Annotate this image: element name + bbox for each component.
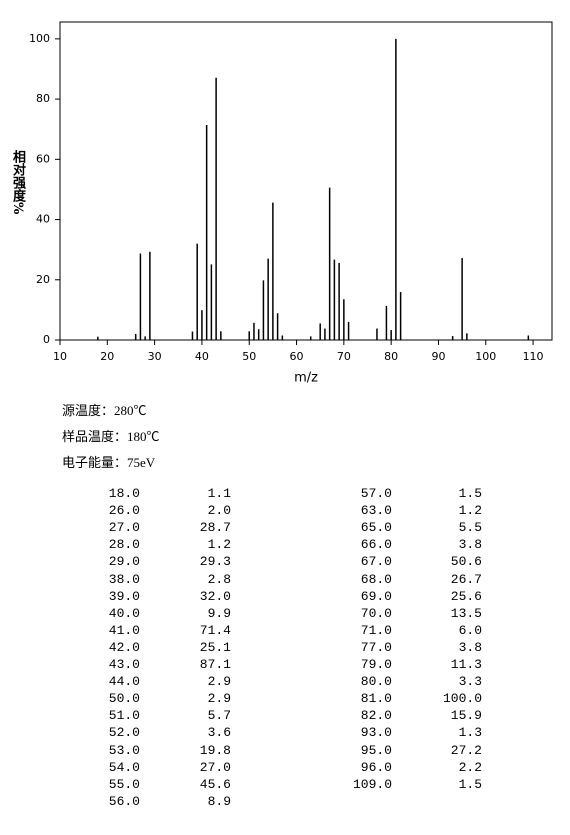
intensity-cell: 1.1 (207, 486, 231, 501)
y-tick-label: 40 (36, 213, 50, 226)
mz-cell: 51.0 (108, 708, 140, 724)
intensity-cell: 50.6 (450, 554, 482, 570)
intensity-cell: 2.2 (458, 759, 482, 775)
intensity-cell: 27.0 (199, 759, 231, 775)
mz-cell: 38.0 (108, 571, 140, 587)
mz-cell: 109.0 (352, 776, 392, 792)
intensity-cell: 2.0 (207, 503, 231, 519)
x-tick-label: 110 (523, 350, 544, 363)
y-tick-label: 0 (43, 333, 50, 346)
mz-cell: 39.0 (108, 588, 140, 604)
x-tick-label: 100 (475, 350, 496, 363)
y-tick-label: 60 (36, 152, 50, 165)
mz-cell: 52.0 (108, 725, 140, 741)
intensity-cell: 15.9 (450, 708, 482, 724)
intensity-cell: 32.0 (199, 588, 231, 604)
intensity-cell: 5.5 (458, 520, 482, 536)
intensity-cell: 87.1 (199, 657, 231, 672)
intensity-cell: 3.3 (458, 674, 482, 690)
mz-cell: 82.0 (360, 708, 392, 724)
intensity-cell: 11.3 (450, 657, 482, 672)
intensity-cell: 2.8 (207, 571, 231, 587)
mz-cell: 70.0 (360, 605, 392, 621)
mz-cell: 44.0 (108, 674, 140, 690)
x-tick-label: 70 (337, 350, 351, 363)
mz-cell: 96.0 (360, 759, 392, 775)
intensity-cell: 71.4 (199, 622, 231, 638)
info-line: 样品温度：180℃ (62, 429, 160, 444)
intensity-cell: 9.9 (207, 605, 231, 621)
info-line: 源温度：280℃ (62, 403, 147, 418)
x-tick-label: 30 (148, 350, 162, 363)
mz-cell: 63.0 (360, 503, 392, 519)
info-line: 电子能量：75eV (62, 455, 156, 470)
mz-cell: 53.0 (108, 742, 140, 758)
x-tick-label: 80 (384, 350, 398, 363)
mz-cell: 26.0 (108, 503, 140, 519)
intensity-cell: 5.7 (207, 708, 231, 724)
intensity-cell: 1.5 (458, 486, 482, 501)
mz-cell: 69.0 (360, 588, 392, 604)
intensity-cell: 1.3 (458, 725, 482, 741)
mz-cell: 79.0 (360, 657, 392, 672)
mz-cell: 57.0 (360, 486, 392, 501)
y-tick-label: 80 (36, 92, 50, 105)
x-tick-label: 60 (290, 350, 304, 363)
intensity-cell: 26.7 (450, 571, 482, 587)
intensity-cell: 1.5 (458, 776, 482, 792)
intensity-cell: 25.1 (199, 639, 231, 655)
intensity-cell: 3.8 (458, 537, 482, 553)
mz-cell: 54.0 (108, 759, 140, 775)
mz-cell: 65.0 (360, 520, 392, 536)
mz-cell: 28.0 (108, 537, 140, 553)
intensity-cell: 29.3 (199, 554, 231, 570)
mz-cell: 27.0 (108, 520, 140, 536)
intensity-cell: 27.2 (450, 742, 482, 758)
intensity-cell: 6.0 (458, 622, 482, 638)
mz-cell: 95.0 (360, 742, 392, 758)
y-axis-label: 相对强度% (10, 150, 25, 215)
mz-cell: 18.0 (108, 486, 140, 501)
plot-frame (59, 21, 553, 341)
mz-cell: 50.0 (108, 691, 140, 707)
mz-cell: 81.0 (360, 691, 392, 707)
mz-cell: 40.0 (108, 605, 140, 621)
intensity-cell: 8.9 (207, 793, 231, 809)
intensity-cell: 100.0 (442, 691, 482, 707)
mz-cell: 56.0 (108, 793, 140, 809)
mz-cell: 93.0 (360, 725, 392, 741)
y-tick-label: 20 (36, 273, 50, 286)
mz-cell: 71.0 (360, 622, 392, 638)
intensity-cell: 3.6 (207, 725, 231, 741)
chart: m/z 0 20 40 60 80 100 10 20 30 40 50 60 70 80 90 100 110 (29, 21, 553, 386)
mz-cell: 68.0 (360, 571, 392, 587)
intensity-cell: 25.6 (450, 588, 482, 604)
mz-cell: 66.0 (360, 537, 392, 553)
mz-cell: 67.0 (360, 554, 392, 570)
mz-cell: 43.0 (108, 657, 140, 672)
x-tick-label: 20 (100, 350, 114, 363)
y-tick-label: 100 (29, 32, 50, 45)
mz-cell: 77.0 (360, 639, 392, 655)
intensity-cell: 19.8 (199, 742, 231, 758)
intensity-cell: 1.2 (458, 503, 482, 519)
x-axis-label: m/z (294, 371, 318, 386)
x-tick-label: 40 (195, 350, 209, 363)
mz-cell: 29.0 (108, 554, 140, 570)
intensity-cell: 2.9 (207, 691, 231, 707)
intensity-cell: 3.8 (458, 639, 482, 655)
x-tick-label: 90 (431, 350, 445, 363)
intensity-cell: 1.2 (207, 537, 231, 553)
mz-cell: 42.0 (108, 639, 140, 655)
mz-cell: 55.0 (108, 776, 140, 792)
mz-cell: 80.0 (360, 674, 392, 690)
intensity-cell: 45.6 (199, 776, 231, 792)
intensity-cell: 13.5 (450, 605, 482, 621)
x-tick-label: 10 (53, 350, 67, 363)
intensity-cell: 2.9 (207, 674, 231, 690)
mz-cell: 41.0 (108, 622, 140, 638)
intensity-cell: 28.7 (199, 520, 231, 536)
x-tick-label: 50 (242, 350, 256, 363)
